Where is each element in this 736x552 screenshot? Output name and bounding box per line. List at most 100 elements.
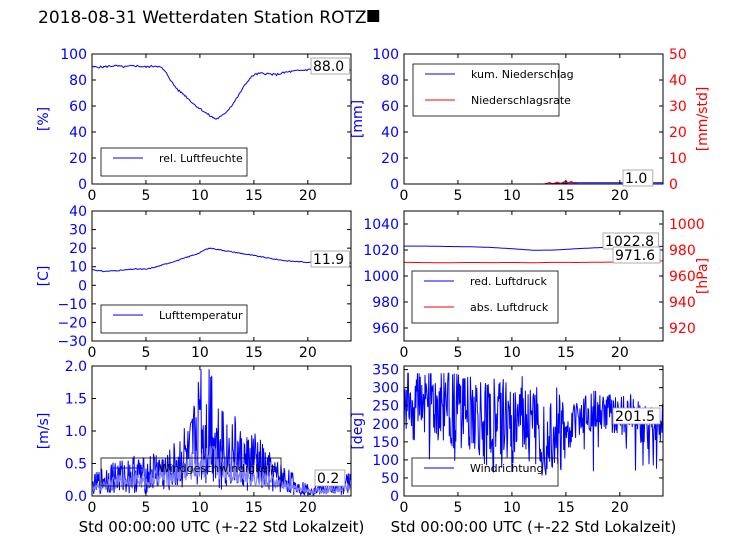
y2-tick-label-1-0: 0 [669, 177, 678, 193]
y-tick-label-0-5: 100 [60, 47, 87, 63]
x-tick-label-3-4: 20 [611, 345, 629, 361]
y-tick-label-5-4: 200 [372, 417, 399, 433]
x-tick-label-1-2: 10 [503, 188, 521, 204]
legend-label-5-0: Windrichtung [470, 462, 543, 475]
x-tick-label-5-2: 10 [503, 500, 521, 516]
y2-tick-label-3-3: 980 [669, 243, 696, 259]
x-tick-label-0-2: 10 [191, 188, 209, 204]
series-line-0-0 [92, 64, 351, 120]
y-tick-label-2-7: 40 [69, 204, 87, 220]
y-tick-label-1-0: 0 [390, 177, 399, 193]
legend-box-2 [100, 304, 248, 334]
y-tick-label-3-4: 1040 [363, 217, 399, 233]
value-label-box-5-0 [612, 407, 661, 425]
series-line-4-1 [92, 445, 351, 495]
y-tick-label-2-3: 0 [78, 278, 87, 294]
y-tick-label-3-0: 960 [372, 321, 399, 337]
y2-tick-label-1-2: 20 [669, 125, 687, 141]
y-tick-label-3-3: 1020 [363, 243, 399, 259]
legend-box-1 [412, 63, 560, 117]
x-tick-label-1-4: 20 [611, 188, 629, 204]
y-tick-label-4-0: 0.0 [65, 489, 87, 505]
y-tick-label-0-3: 60 [69, 99, 87, 115]
x-tick-label-1-3: 15 [557, 188, 575, 204]
legend-label-2-0: Lufttemperatur [159, 309, 243, 322]
y2-tick-label-3-2: 960 [669, 269, 696, 285]
legend-label-3-0: red. Luftdruck [470, 275, 547, 288]
y-tick-label-4-2: 1.0 [65, 424, 87, 440]
y-tick-label-4-4: 2.0 [65, 359, 87, 375]
y-tick-label-2-5: 20 [69, 241, 87, 257]
value-label-1-0: 1.0 [625, 171, 647, 187]
y-tick-label-2-2: −10 [57, 297, 87, 313]
y-tick-label-5-1: 50 [381, 471, 399, 487]
x-tick-label-2-1: 5 [141, 345, 150, 361]
panel-frame-5 [403, 365, 664, 497]
y-tick-label-5-5: 250 [372, 399, 399, 415]
x-tick-label-0-1: 5 [141, 188, 150, 204]
x-tick-label-2-2: 10 [191, 345, 209, 361]
legend-label-1-1: Niederschlagsrate [471, 94, 571, 107]
x-tick-label-0-0: 0 [88, 188, 97, 204]
x-tick-label-3-0: 0 [400, 345, 409, 361]
y-tick-label-1-2: 40 [381, 125, 399, 141]
x-tick-label-2-3: 15 [245, 345, 263, 361]
y-tick-label-5-6: 300 [372, 381, 399, 397]
y-tick-label-2-6: 30 [69, 223, 87, 239]
y-axis-label-0: [%] [36, 107, 52, 131]
x-tick-label-5-4: 20 [611, 500, 629, 516]
x-tick-label-3-1: 5 [453, 345, 462, 361]
y-tick-label-5-2: 100 [372, 453, 399, 469]
x-tick-label-0-4: 20 [299, 188, 317, 204]
x-tick-label-3-3: 15 [557, 345, 575, 361]
x-tick-label-1-1: 5 [453, 188, 462, 204]
y-tick-label-0-1: 20 [69, 151, 87, 167]
y-tick-label-1-3: 60 [381, 99, 399, 115]
series-line-2-0 [92, 247, 351, 273]
y-tick-label-5-0: 0 [390, 489, 399, 505]
panel-frame-1 [403, 53, 664, 185]
series-line-4-0 [92, 369, 351, 496]
y-tick-label-4-3: 1.5 [65, 392, 87, 408]
panel-frame-2 [91, 210, 352, 342]
y2-tick-label-3-0: 920 [669, 321, 696, 337]
y-axis-label-1: [mm] [350, 100, 366, 138]
x-tick-label-4-3: 15 [245, 500, 263, 516]
legend-label-0-0: rel. Luftfeuchte [159, 152, 243, 165]
y-tick-label-3-2: 1000 [363, 269, 399, 285]
legend-box-4 [100, 457, 282, 487]
y2-axis-label-1: [mm/std] [695, 87, 711, 152]
x-tick-label-5-0: 0 [400, 500, 409, 516]
figure-title-text: 2018-08-31 Wetterdaten Station ROTZ [38, 8, 367, 28]
y-tick-label-5-7: 350 [372, 363, 399, 379]
x-axis-label-4: Std 00:00:00 UTC (+-22 Std Lokalzeit) [79, 518, 365, 536]
y2-tick-label-1-1: 10 [669, 151, 687, 167]
y-tick-label-1-1: 20 [381, 151, 399, 167]
figure-title: 2018-08-31 Wetterdaten Station ROTZ⯀ [38, 8, 380, 28]
y-axis-label-2: [C] [36, 266, 52, 287]
value-label-0-0: 88.0 [313, 59, 344, 75]
y2-tick-label-3-4: 1000 [669, 217, 705, 233]
legend-label-1-0: kum. Niederschlag [471, 68, 574, 81]
value-label-box-1-0 [622, 169, 654, 187]
y2-tick-label-1-4: 40 [669, 73, 687, 89]
y-tick-label-2-1: −20 [57, 315, 87, 331]
y-tick-label-4-1: 0.5 [65, 457, 87, 473]
y-tick-label-1-4: 80 [381, 73, 399, 89]
y-tick-label-0-4: 80 [69, 73, 87, 89]
y2-tick-label-3-1: 940 [669, 295, 696, 311]
legend-box-3 [411, 270, 559, 324]
x-tick-label-0-3: 15 [245, 188, 263, 204]
x-axis-label-5: Std 00:00:00 UTC (+-22 Std Lokalzeit) [391, 518, 677, 536]
y-tick-label-0-0: 0 [78, 177, 87, 193]
y2-tick-label-1-5: 50 [669, 47, 687, 63]
x-tick-label-5-1: 5 [453, 500, 462, 516]
x-tick-label-5-3: 15 [557, 500, 575, 516]
value-label-2-0: 11.9 [313, 252, 344, 268]
x-tick-label-2-0: 0 [88, 345, 97, 361]
value-label-box-2-0 [310, 250, 350, 268]
x-tick-label-4-0: 0 [88, 500, 97, 516]
x-tick-label-4-4: 20 [299, 500, 317, 516]
legend-label-4-0: Windgeschwindigkeit [159, 462, 276, 475]
